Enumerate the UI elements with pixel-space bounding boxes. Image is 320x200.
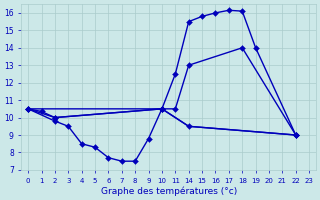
X-axis label: Graphe des températures (°c): Graphe des températures (°c) [100, 186, 237, 196]
